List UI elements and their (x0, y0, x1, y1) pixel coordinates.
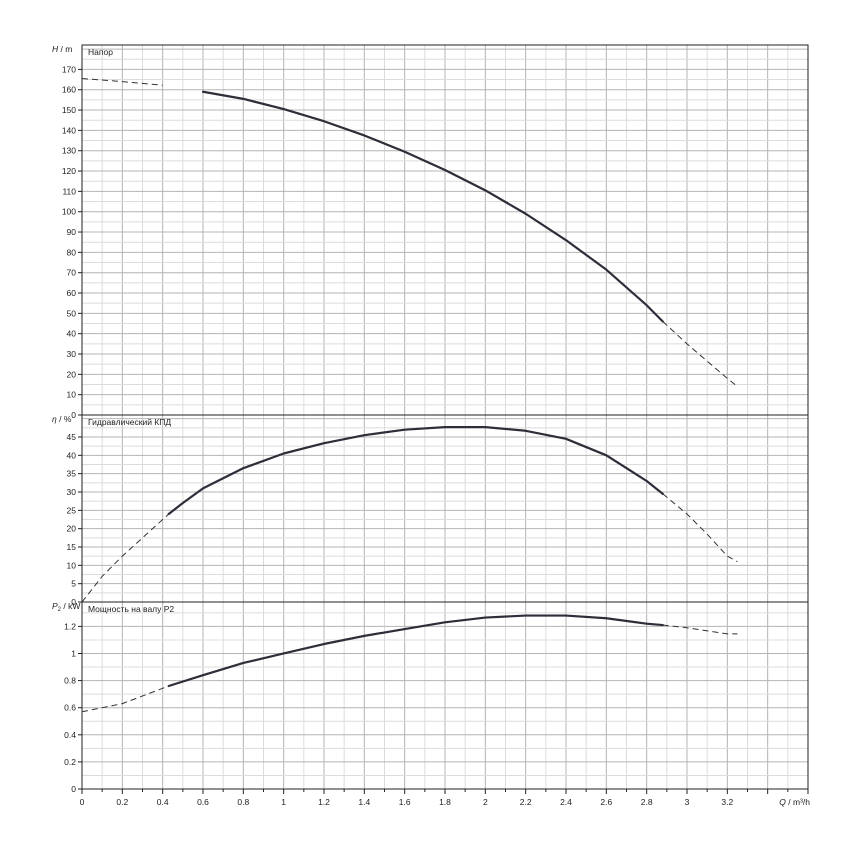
curve-efficiency (167, 426, 664, 516)
y-axis-label-power: P2 / kW (52, 601, 80, 613)
y-tick-label-head: 60 (67, 288, 77, 298)
y-tick-label-head: 40 (67, 329, 77, 339)
y-tick-label-head: 50 (67, 308, 77, 318)
y-tick-label-efficiency: 20 (67, 524, 77, 534)
x-tick-label: 1.8 (439, 797, 451, 807)
curve-head-extrapolated-end (662, 321, 738, 387)
y-tick-label-power: 1.2 (64, 621, 76, 631)
y-tick-label-head: 90 (67, 227, 77, 237)
curve-efficiency-extrapolated-start (81, 513, 170, 603)
y-tick-label-head: 100 (62, 207, 76, 217)
curve-power (167, 614, 664, 688)
y-tick-label-power: 0.6 (64, 703, 76, 713)
y-tick-label-head: 30 (67, 349, 77, 359)
y-tick-label-head: 120 (62, 166, 76, 176)
y-axis-label-efficiency: η / % (52, 414, 72, 424)
y-tick-label-head: 140 (62, 125, 76, 135)
y-tick-label-head: 80 (67, 247, 77, 257)
y-axis-label-head: H / m (52, 44, 72, 54)
y-tick-label-power: 0.2 (64, 757, 76, 767)
y-tick-label-power: 0 (71, 784, 76, 794)
y-tick-label-efficiency: 35 (67, 469, 77, 479)
x-tick-label: 1.2 (318, 797, 330, 807)
x-tick-label: 0.2 (116, 797, 128, 807)
y-tick-label-head: 10 (67, 390, 77, 400)
curve-power-extrapolated-end (662, 624, 738, 635)
y-tick-label-head: 170 (62, 64, 76, 74)
x-tick-label: 1.4 (358, 797, 370, 807)
labels: 0102030405060708090100110120130140150160… (52, 44, 810, 807)
y-tick-label-power: 0.4 (64, 730, 76, 740)
x-tick-label: 0.4 (157, 797, 169, 807)
plot-frame (81, 44, 809, 790)
y-tick-label-power: 0.8 (64, 676, 76, 686)
curve-head (201, 90, 664, 323)
y-tick-label-power: 1 (71, 648, 76, 658)
x-tick-label: 2.8 (641, 797, 653, 807)
x-axis-label: Q / m³/h (779, 797, 810, 807)
y-tick-label-head: 0 (71, 410, 76, 420)
x-tick-label: 3 (685, 797, 690, 807)
panel-title-power: Мощность на валу P2 (88, 604, 174, 614)
y-tick-label-efficiency: 0 (71, 597, 76, 607)
curve-efficiency-extrapolated-end (662, 493, 738, 563)
y-tick-label-efficiency: 15 (67, 542, 77, 552)
curve-head-extrapolated-start (81, 78, 163, 86)
x-tick-label: 1.6 (399, 797, 411, 807)
x-tick-label: 2 (483, 797, 488, 807)
y-tick-label-head: 110 (62, 186, 76, 196)
grid (81, 45, 809, 790)
y-tick-label-efficiency: 30 (67, 487, 77, 497)
x-tick-label: 2.4 (560, 797, 572, 807)
y-tick-label-head: 70 (67, 268, 77, 278)
x-tick-label: 0 (80, 797, 85, 807)
curves (81, 78, 738, 713)
y-tick-label-efficiency: 45 (67, 432, 77, 442)
y-tick-label-efficiency: 40 (67, 450, 77, 460)
x-tick-label: 0.6 (197, 797, 209, 807)
y-tick-label-head: 20 (67, 369, 77, 379)
x-tick-label: 3.2 (721, 797, 733, 807)
x-tick-label: 0.8 (237, 797, 249, 807)
y-tick-label-head: 150 (62, 105, 76, 115)
x-tick-label: 1 (281, 797, 286, 807)
curve-power-extrapolated-start (81, 685, 169, 713)
y-tick-label-efficiency: 5 (71, 579, 76, 589)
y-tick-label-efficiency: 10 (67, 560, 77, 570)
x-tick-label: 2.2 (520, 797, 532, 807)
y-tick-label-head: 130 (62, 146, 76, 156)
y-tick-label-efficiency: 25 (67, 505, 77, 515)
panel-title-efficiency: Гидравлический КПД (88, 417, 171, 427)
panel-title-head: Напор (88, 47, 113, 57)
x-tick-label: 2.6 (600, 797, 612, 807)
y-tick-label-head: 160 (62, 85, 76, 95)
